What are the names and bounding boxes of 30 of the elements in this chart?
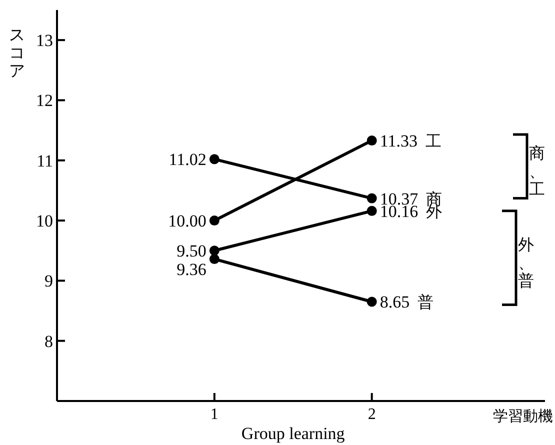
x-tick-label: 1	[210, 406, 218, 423]
data-label: 11.33	[380, 132, 418, 151]
point	[366, 193, 377, 204]
point	[366, 136, 377, 146]
point	[366, 296, 377, 307]
y-tick-label: 9	[44, 272, 53, 291]
text: Group learning	[241, 424, 346, 443]
y-tick-label: 11	[36, 151, 53, 170]
point	[209, 216, 220, 226]
data-label: 9.50	[176, 242, 206, 261]
data-label: 10.00	[168, 212, 206, 231]
annotation: 外、普	[518, 236, 534, 290]
y-axis-title: スコア	[9, 27, 25, 80]
text: 普	[418, 294, 434, 312]
text: 工	[425, 134, 442, 151]
x-tick-label: 2	[368, 406, 376, 423]
text: 外	[426, 204, 442, 221]
data-label: 11.02	[168, 150, 206, 170]
y-tick-label: 13	[36, 31, 53, 50]
x-axis-title: 学習動機	[493, 408, 553, 425]
y-tick-label: 8	[44, 332, 53, 351]
annotation: 商、工	[529, 144, 545, 198]
y-tick-label: 12	[36, 91, 53, 110]
point	[209, 254, 220, 264]
point	[209, 246, 220, 256]
point	[366, 206, 377, 216]
data-label: 9.36	[176, 260, 206, 280]
y-tick-label: 10	[36, 212, 53, 231]
data-label: 8.65	[380, 292, 410, 312]
point	[209, 154, 220, 164]
